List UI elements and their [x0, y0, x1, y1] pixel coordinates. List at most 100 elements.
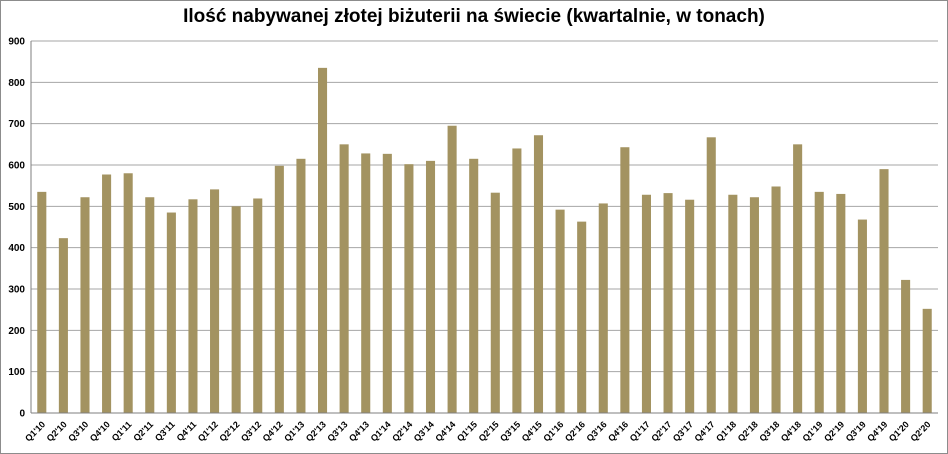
bar	[339, 144, 349, 414]
y-tick-label: 400	[8, 243, 25, 254]
x-tick-label: Q3'16	[585, 419, 609, 443]
y-tick-label: 700	[8, 119, 25, 130]
x-tick-label: Q1'20	[887, 419, 911, 443]
bars	[37, 67, 932, 414]
bar	[253, 198, 263, 413]
bar	[102, 174, 112, 413]
bar	[814, 191, 824, 413]
bar	[598, 203, 608, 413]
bar	[620, 147, 630, 413]
x-tick-label: Q3'11	[153, 419, 177, 443]
bar	[274, 165, 284, 413]
chart-title: Ilość nabywanej złotej biżuterii na świe…	[183, 6, 765, 27]
x-tick-label: Q1'10	[23, 419, 47, 443]
x-tick-label: Q2'11	[131, 419, 155, 443]
y-tick-label: 300	[8, 285, 25, 296]
x-tick-label: Q4'13	[347, 419, 371, 443]
x-tick-label: Q2'10	[45, 419, 69, 443]
bar	[145, 197, 155, 413]
x-tick-label: Q1'11	[110, 419, 134, 443]
x-tick-label: Q4'17	[693, 419, 717, 443]
gridlines	[31, 40, 938, 414]
bar	[771, 186, 781, 413]
x-tick-label: Q2'12	[217, 419, 241, 443]
x-tick-label: Q4'19	[865, 419, 889, 443]
bar	[469, 158, 479, 413]
y-axis-ticks: 0 100 200 300 400 500 600 700 800 900	[8, 37, 25, 420]
x-tick-label: Q2'17	[649, 419, 673, 443]
x-tick-label: Q1'19	[800, 419, 824, 443]
x-tick-label: Q2'20	[908, 419, 932, 443]
bar	[728, 194, 738, 413]
x-tick-label: Q4'15	[520, 419, 544, 443]
bar	[490, 192, 500, 413]
bar	[382, 153, 392, 413]
x-tick-label: Q3'18	[757, 419, 781, 443]
bar	[425, 160, 436, 413]
x-tick-label: Q2'19	[822, 419, 846, 443]
bar	[836, 193, 846, 413]
x-tick-label: Q4'12	[261, 419, 285, 443]
y-tick-label: 800	[8, 78, 25, 89]
bar	[857, 219, 867, 413]
bar	[296, 158, 306, 413]
x-tick-label: Q4'18	[779, 419, 803, 443]
y-tick-label: 500	[8, 202, 25, 213]
y-tick-label: 200	[8, 326, 25, 337]
x-tick-label: Q3'17	[671, 419, 695, 443]
x-tick-label: Q3'15	[498, 419, 522, 443]
bar	[793, 144, 803, 414]
y-tick-label: 900	[8, 37, 25, 48]
x-tick-label: Q3'10	[66, 419, 90, 443]
x-tick-label: Q1'16	[541, 419, 565, 443]
x-tick-label: Q2'13	[304, 419, 328, 443]
x-tick-label: Q4'10	[88, 419, 112, 443]
x-tick-label: Q2'15	[477, 419, 501, 443]
x-tick-label: Q1'15	[455, 419, 479, 443]
x-tick-label: Q2'16	[563, 419, 587, 443]
bar	[37, 191, 47, 413]
x-tick-label: Q4'11	[175, 419, 199, 443]
bar	[188, 199, 198, 413]
bar	[166, 212, 176, 413]
x-tick-label: Q1'14	[369, 419, 393, 443]
bar	[663, 193, 673, 413]
bar	[318, 67, 328, 413]
x-tick-label: Q3'12	[239, 419, 263, 443]
bar	[577, 221, 587, 413]
y-tick-label: 600	[8, 161, 25, 172]
y-tick-label: 100	[8, 367, 25, 378]
x-tick-label: Q1'12	[196, 419, 220, 443]
bar	[749, 197, 759, 413]
x-tick-label: Q3'14	[412, 419, 436, 443]
x-tick-label: Q4'16	[606, 419, 630, 443]
x-tick-label: Q1'17	[628, 419, 652, 443]
x-tick-label: Q3'13	[325, 419, 349, 443]
bar	[879, 169, 889, 413]
bar	[361, 153, 371, 413]
x-tick-label: Q3'19	[844, 419, 868, 443]
bar	[901, 279, 911, 413]
bar	[80, 197, 90, 413]
x-tick-label: Q1'18	[714, 419, 738, 443]
y-tick-label: 0	[19, 409, 25, 420]
bar	[922, 308, 932, 413]
bar	[685, 199, 695, 413]
x-tick-label: Q4'14	[433, 419, 457, 443]
bar	[404, 164, 414, 413]
x-tick-label: Q2'18	[736, 419, 760, 443]
bar	[533, 135, 544, 414]
bar	[447, 125, 457, 413]
x-tick-label: Q1'13	[282, 419, 306, 443]
bar	[641, 194, 651, 413]
bar	[210, 189, 220, 413]
bar	[231, 206, 241, 413]
x-tick-label: Q2'14	[390, 419, 414, 443]
bar	[555, 209, 565, 413]
bar	[706, 137, 716, 413]
bar	[512, 148, 522, 413]
x-axis-ticks: Q1'10Q2'10Q3'10Q4'10Q1'11Q2'11Q3'11Q4'11…	[23, 419, 933, 443]
bar	[58, 238, 68, 413]
bar	[123, 173, 133, 413]
